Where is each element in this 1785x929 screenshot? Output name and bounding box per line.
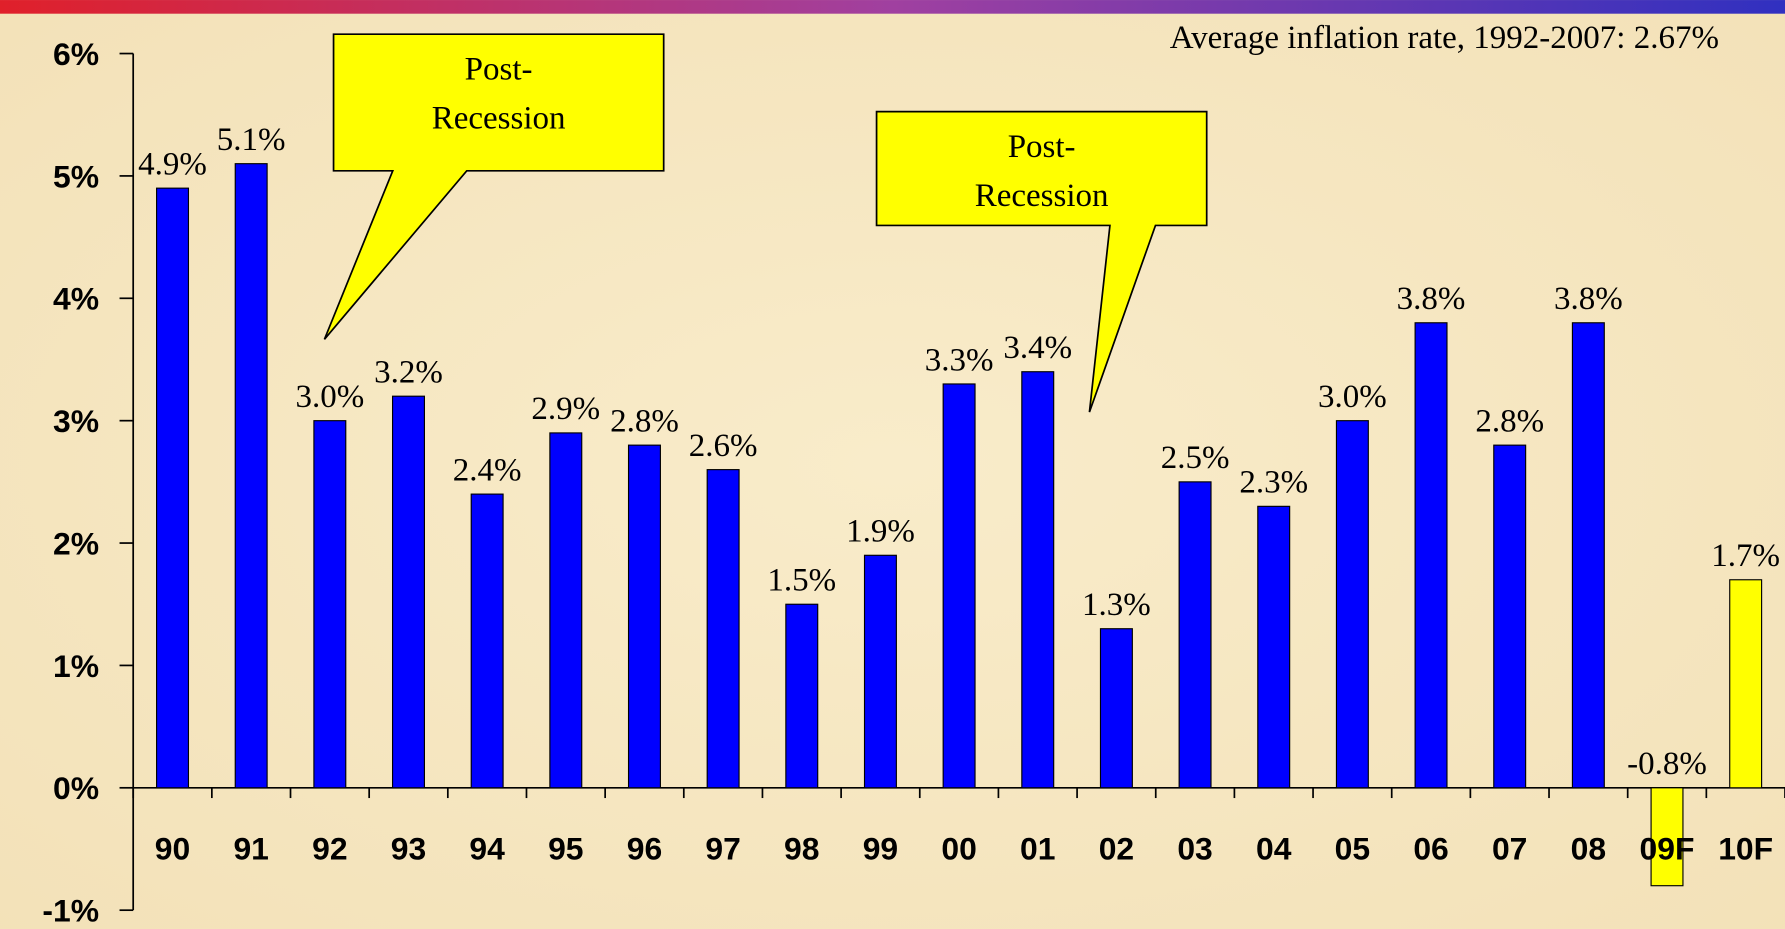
y-tick-label: 2%: [53, 525, 99, 561]
bar: [1257, 505, 1291, 789]
bar: [785, 603, 819, 789]
bar: [156, 187, 190, 789]
x-tick-label: 97: [705, 831, 740, 867]
value-label: 2.3%: [1239, 465, 1308, 501]
callout-text: Post-: [1008, 129, 1076, 165]
value-label: 4.9%: [138, 146, 207, 182]
y-tick-label: 5%: [53, 158, 99, 194]
value-label: 3.0%: [1318, 379, 1387, 415]
x-tick-label: 02: [1099, 831, 1134, 867]
x-tick-label: 99: [863, 831, 898, 867]
x-tick-label: 06: [1413, 831, 1448, 867]
y-tick-label: 3%: [53, 403, 99, 439]
bar: [706, 469, 740, 789]
x-tick-label: 09F: [1640, 831, 1695, 867]
bar: [1021, 371, 1055, 789]
y-tick-label: 4%: [53, 281, 99, 317]
value-label: 2.8%: [610, 403, 679, 439]
value-label: 1.7%: [1711, 538, 1780, 574]
bar: [1099, 628, 1133, 789]
bar: [1650, 787, 1684, 887]
bar: [1178, 481, 1212, 789]
bar: [234, 163, 268, 789]
x-tick-label: 04: [1256, 831, 1292, 867]
x-tick-label: 00: [941, 831, 976, 867]
callout-shape: [323, 33, 665, 340]
value-label: 3.8%: [1554, 281, 1623, 317]
x-tick-label: 96: [627, 831, 662, 867]
value-label: 3.0%: [295, 379, 364, 415]
value-label: 3.2%: [374, 355, 443, 391]
callout: Post- Recession: [875, 110, 1208, 413]
callout-text: Recession: [432, 101, 566, 137]
x-tick-label: 07: [1492, 831, 1527, 867]
callout-text: Recession: [975, 178, 1109, 214]
value-label: 1.9%: [846, 514, 915, 550]
value-label: 2.9%: [531, 391, 600, 427]
value-label: 1.5%: [767, 563, 836, 599]
value-label: 3.3%: [925, 342, 994, 378]
bar: [470, 493, 504, 789]
bar: [1493, 444, 1527, 789]
bar: [1571, 322, 1605, 789]
x-tick-label: 08: [1571, 831, 1606, 867]
bar: [1335, 420, 1369, 789]
bar: [942, 383, 976, 789]
value-label: 1.3%: [1082, 587, 1151, 623]
annotation: Average inflation rate, 1992-2007: 2.67%: [1170, 20, 1719, 56]
value-label: 2.5%: [1161, 440, 1230, 476]
bar: [313, 420, 347, 789]
callout-shape: [875, 110, 1208, 413]
value-label: 3.8%: [1397, 281, 1466, 317]
callout: Post- Recession: [323, 33, 665, 340]
callout-text: Post-: [465, 52, 533, 88]
value-label: 5.1%: [217, 122, 286, 158]
x-tick-label: 92: [312, 831, 347, 867]
y-tick-label: 0%: [53, 770, 99, 806]
x-tick-label: 98: [784, 831, 819, 867]
bar: [549, 432, 583, 789]
x-tick-label: 93: [391, 831, 426, 867]
x-tick-label: 91: [233, 831, 268, 867]
value-label: 2.8%: [1475, 403, 1544, 439]
x-tick-label: 90: [155, 831, 190, 867]
y-tick-label: 1%: [53, 648, 99, 684]
bar: [627, 444, 661, 789]
y-tick-label: 6%: [53, 36, 99, 72]
x-tick-label: 01: [1020, 831, 1055, 867]
x-tick-label: 03: [1177, 831, 1212, 867]
bar: [1414, 322, 1448, 789]
x-tick-label: 10F: [1718, 831, 1773, 867]
x-tick-label: 94: [469, 831, 505, 867]
top-band: [0, 0, 1785, 14]
y-tick-label: -1%: [42, 893, 99, 929]
value-label: -0.8%: [1627, 746, 1707, 782]
x-tick-label: 95: [548, 831, 583, 867]
bar: [1729, 579, 1763, 789]
x-tick-label: 05: [1335, 831, 1370, 867]
value-label: 2.6%: [689, 428, 758, 464]
value-label: 2.4%: [453, 452, 522, 488]
bar: [391, 395, 426, 789]
bar: [863, 554, 897, 789]
value-label: 3.4%: [1003, 330, 1072, 366]
